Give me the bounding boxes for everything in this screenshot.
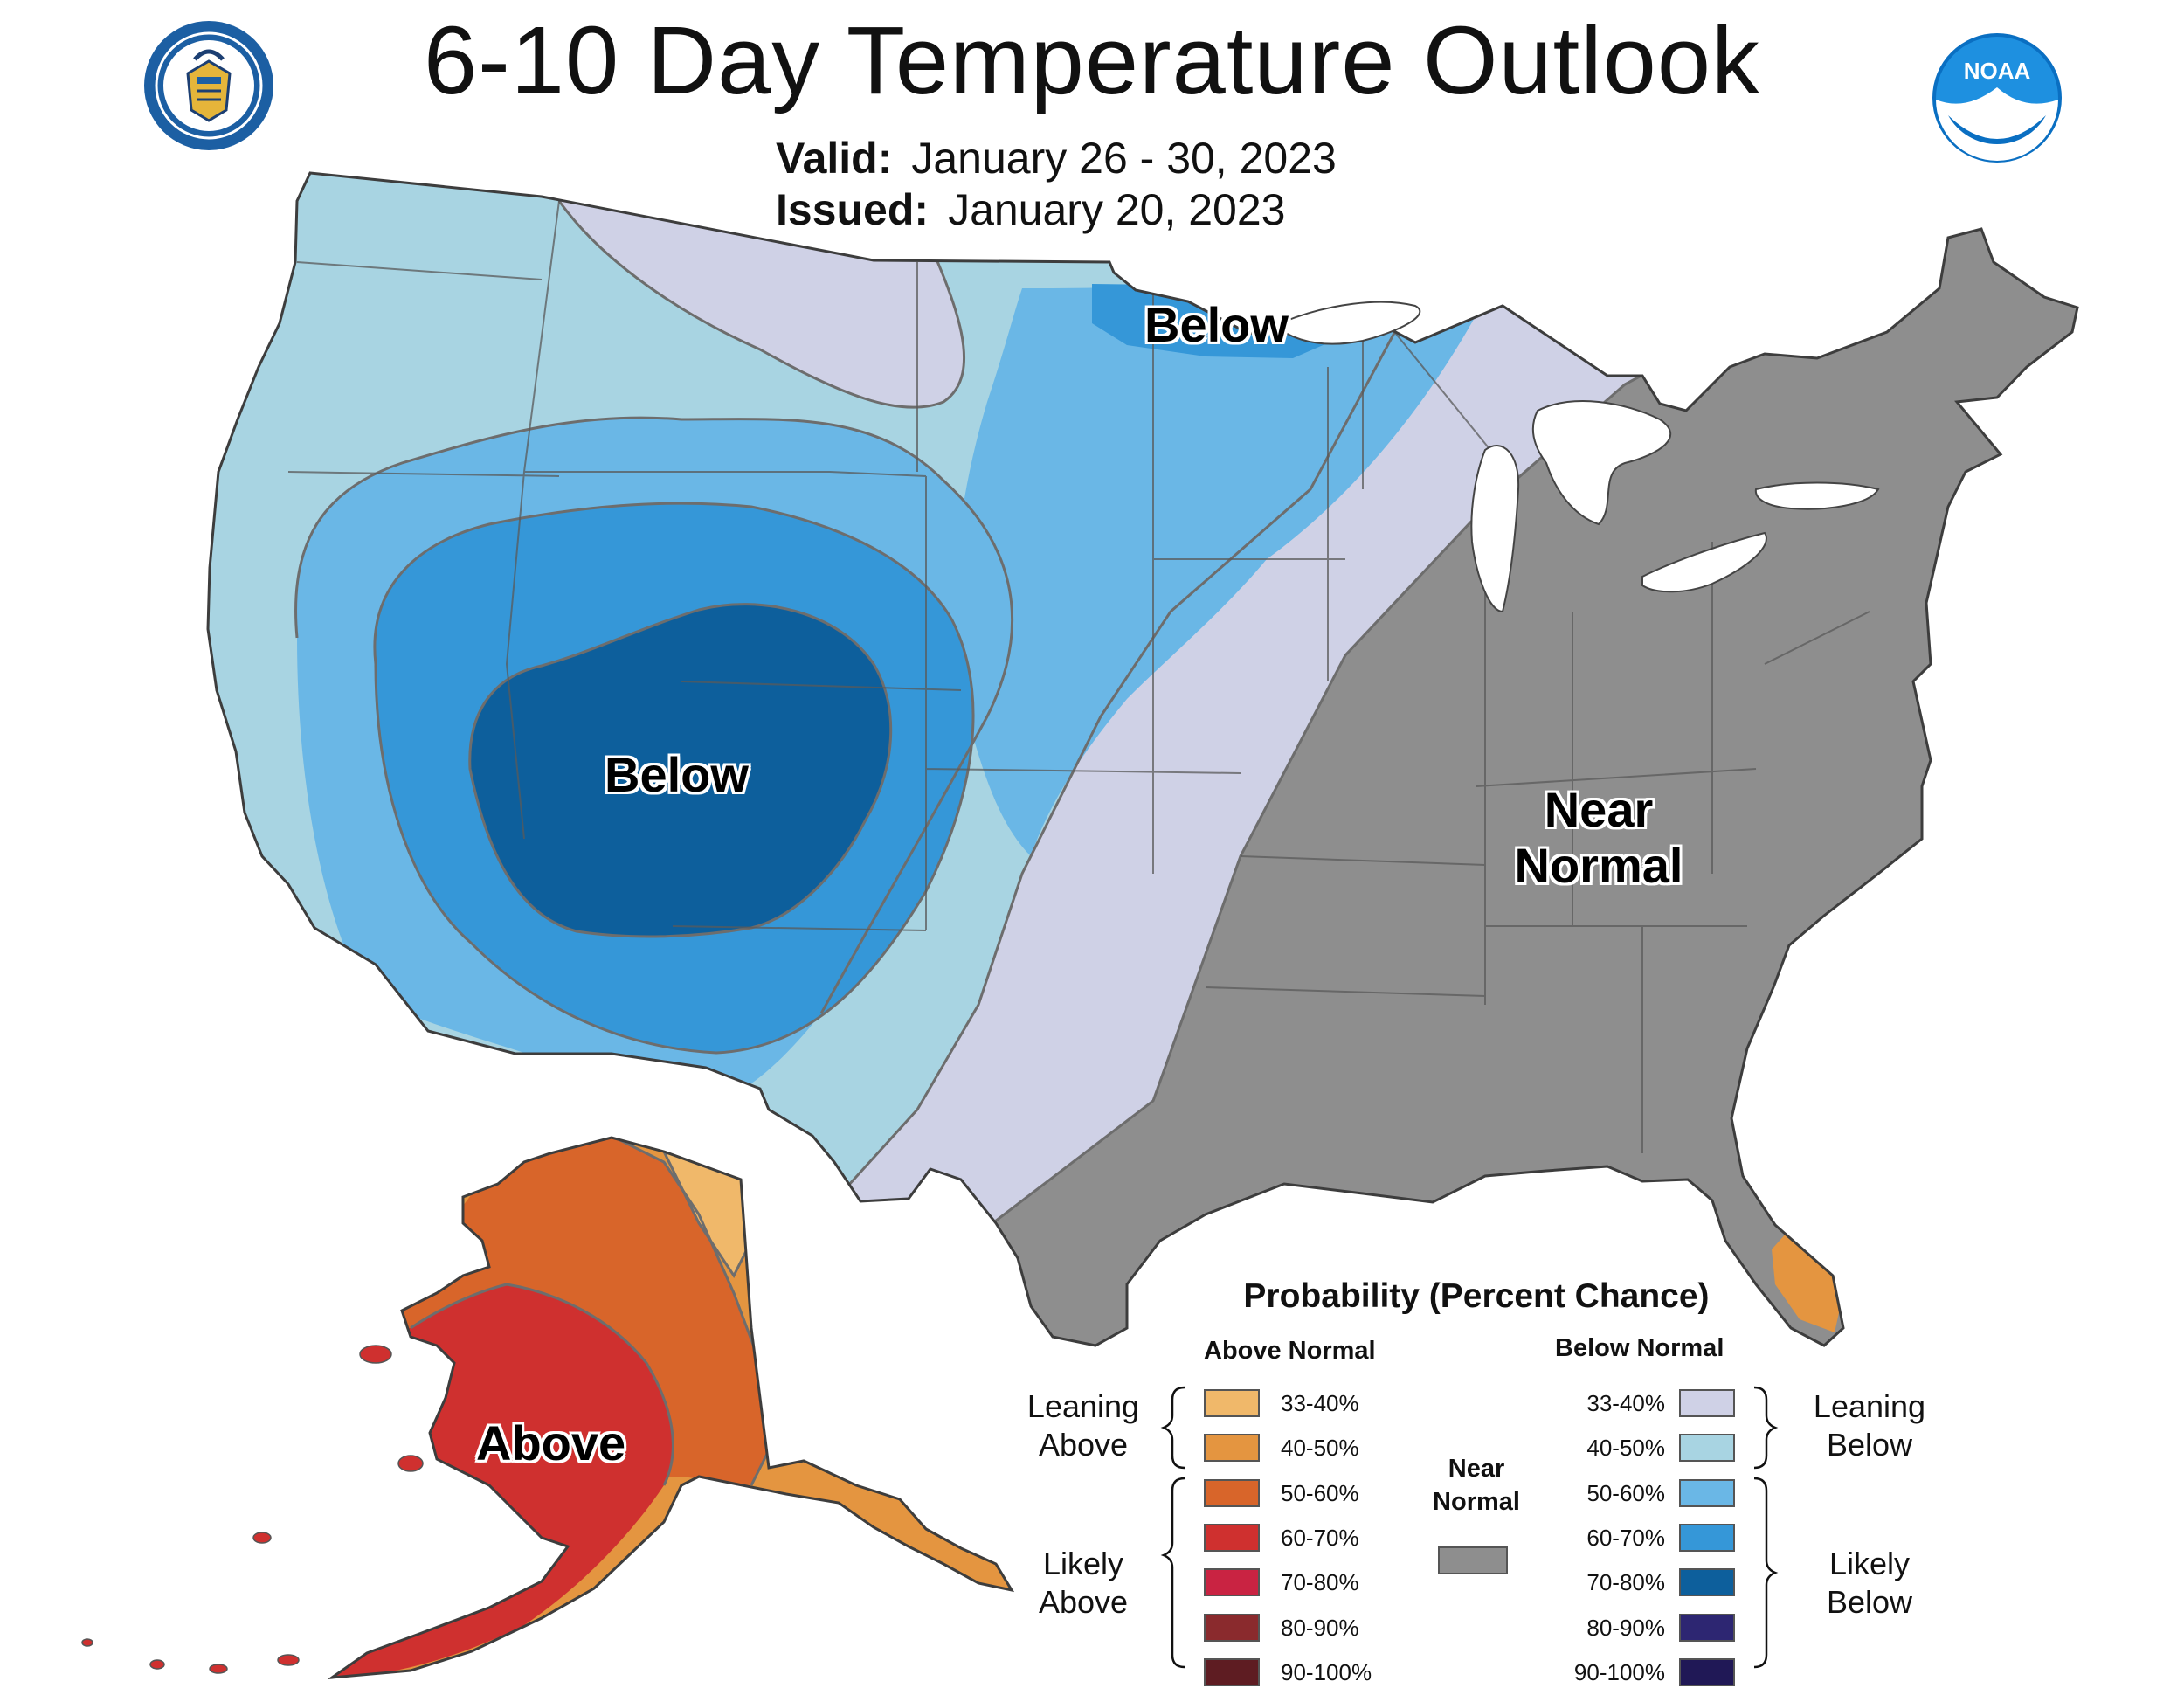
likely-below-line1: Likely xyxy=(1828,1546,1911,1581)
legend-above-label-4: 60-70% xyxy=(1281,1525,1359,1551)
legend-near-normal-line2: Normal xyxy=(1433,1488,1520,1516)
legend-below-header: Below Normal xyxy=(1555,1334,1724,1362)
legend-below-label-4: 60-70% xyxy=(1586,1525,1665,1551)
legend-likely-above-label: Likely Above xyxy=(996,1545,1171,1622)
legend-near-normal-label: Near Normal xyxy=(1424,1452,1529,1519)
legend-above-header: Above Normal xyxy=(1204,1337,1376,1365)
legend-near-normal-swatch xyxy=(1438,1546,1508,1574)
likely-below-line2: Below xyxy=(1826,1584,1913,1620)
map-label-below-center: Below xyxy=(605,747,749,802)
legend-below-label-1: 33-40% xyxy=(1586,1390,1665,1416)
issued-date: Issued: January 20, 2023 xyxy=(776,184,1285,235)
legend-below-swatch-3 xyxy=(1679,1479,1735,1507)
map-label-near-normal: Near Normal xyxy=(1485,782,1712,894)
legend-below-label-5: 70-80% xyxy=(1586,1569,1665,1595)
near-normal-line2: Normal xyxy=(1514,838,1683,893)
map-title: 6-10 Day Temperature Outlook xyxy=(423,7,1761,114)
legend-below-swatch-7 xyxy=(1679,1658,1735,1686)
map-label-below-north: Below xyxy=(1144,297,1289,352)
legend-above-swatch-1 xyxy=(1204,1389,1260,1417)
likely-above-line2: Above xyxy=(1038,1584,1129,1620)
valid-value: January 26 - 30, 2023 xyxy=(911,134,1337,183)
legend-above-swatch-4 xyxy=(1204,1524,1260,1552)
legend-above-label-1: 33-40% xyxy=(1281,1390,1359,1416)
leaning-above-line2: Above xyxy=(1038,1427,1129,1463)
valid-dates: Valid: January 26 - 30, 2023 xyxy=(776,133,1337,183)
issued-label: Issued: xyxy=(776,185,930,234)
near-normal-line1: Near xyxy=(1544,782,1654,837)
legend-below-label-7: 90-100% xyxy=(1573,1659,1665,1685)
legend-above-label-3: 50-60% xyxy=(1281,1480,1359,1506)
legend-below-swatch-1 xyxy=(1679,1389,1735,1417)
leaning-above-line1: Leaning xyxy=(1026,1388,1140,1424)
legend-below-swatch-4 xyxy=(1679,1524,1735,1552)
legend-below-swatch-5 xyxy=(1679,1568,1735,1596)
legend-above-label-2: 40-50% xyxy=(1281,1435,1359,1461)
noaa-logo-icon: NOAA xyxy=(1932,33,2062,163)
legend-title: Probability (Percent Chance) xyxy=(1243,1277,1710,1315)
legend-near-normal-line1: Near xyxy=(1448,1455,1505,1483)
map-label-alaska-above: Above xyxy=(476,1415,626,1470)
commerce-seal-icon xyxy=(144,21,273,150)
leaning-below-line2: Below xyxy=(1826,1427,1913,1463)
valid-label: Valid: xyxy=(776,134,893,183)
legend-above-swatch-6 xyxy=(1204,1614,1260,1642)
legend-below-label-2: 40-50% xyxy=(1586,1435,1665,1461)
legend-leaning-below-label: Leaning Below xyxy=(1782,1387,1957,1464)
legend-leaning-above-label: Leaning Above xyxy=(996,1387,1171,1464)
noaa-logo-text: NOAA xyxy=(1964,58,2031,84)
legend-below-label-3: 50-60% xyxy=(1586,1480,1665,1506)
legend-above-swatch-5 xyxy=(1204,1568,1260,1596)
legend-below-label-6: 80-90% xyxy=(1586,1615,1665,1641)
legend-likely-below-label: Likely Below xyxy=(1782,1545,1957,1622)
legend-below-swatch-6 xyxy=(1679,1614,1735,1642)
legend-above-label-6: 80-90% xyxy=(1281,1615,1359,1641)
legend-below-swatch-2 xyxy=(1679,1434,1735,1462)
legend-above-swatch-3 xyxy=(1204,1479,1260,1507)
legend-above-label-5: 70-80% xyxy=(1281,1569,1359,1595)
legend-above-swatch-7 xyxy=(1204,1658,1260,1686)
issued-value: January 20, 2023 xyxy=(948,185,1286,234)
leaning-below-line1: Leaning xyxy=(1813,1388,1926,1424)
legend-above-swatch-2 xyxy=(1204,1434,1260,1462)
likely-above-line1: Likely xyxy=(1042,1546,1124,1581)
legend-above-label-7: 90-100% xyxy=(1281,1659,1372,1685)
